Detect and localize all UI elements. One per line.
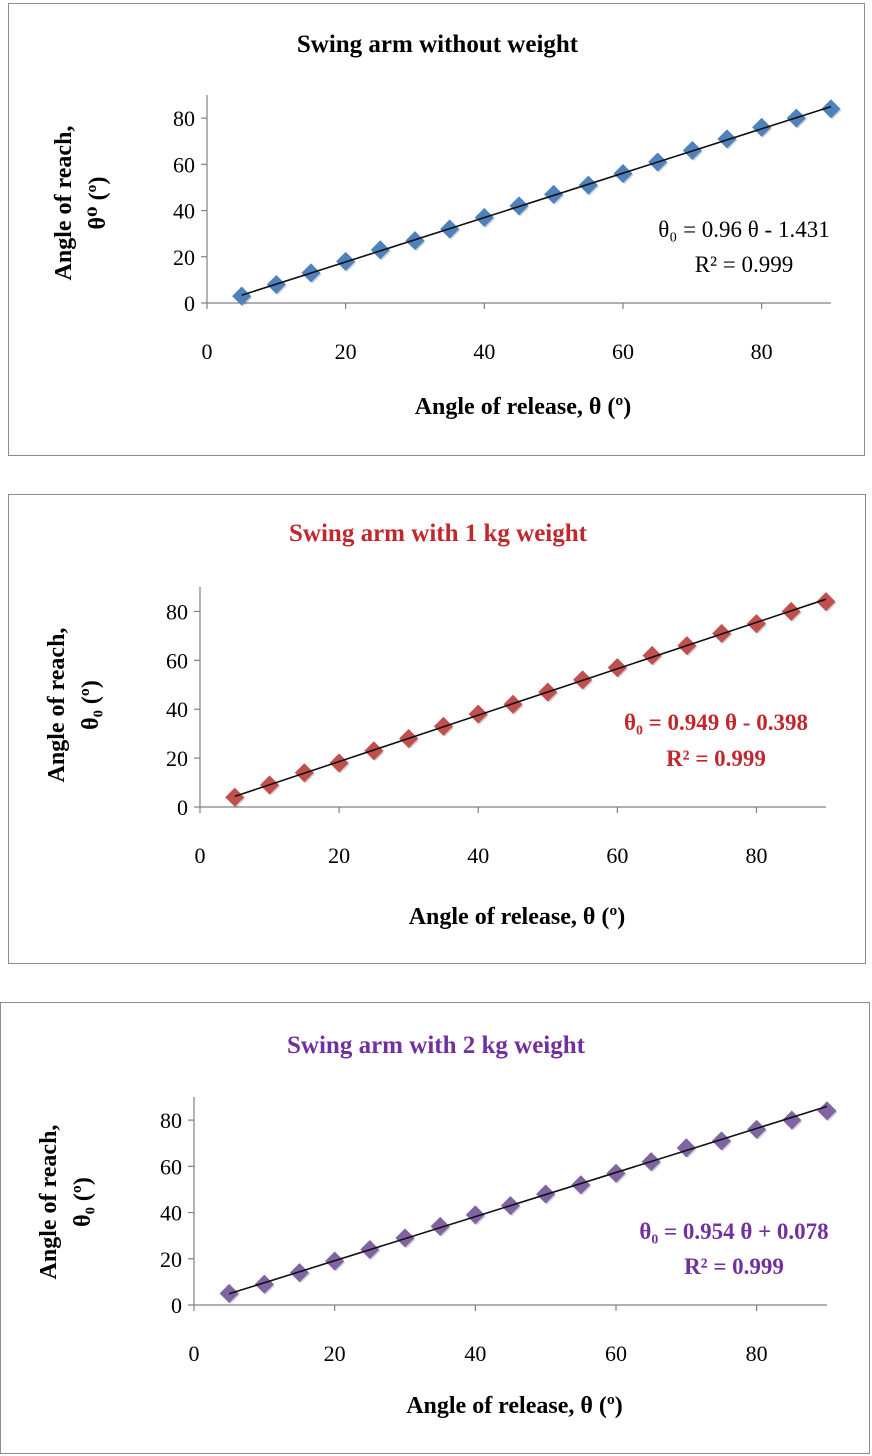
y-tick-label: 0 (184, 291, 195, 316)
x-tick-label: 20 (328, 843, 350, 868)
data-point (405, 231, 425, 251)
data-point (817, 1101, 837, 1121)
chart-title: Swing arm with 2 kg weight (287, 1032, 586, 1059)
data-point (465, 1205, 485, 1225)
y-tick-label: 0 (171, 1293, 182, 1318)
y-tick-label: 40 (160, 1201, 182, 1226)
x-axis-label: Angle of release, θ (º) (415, 394, 632, 420)
data-point (816, 592, 836, 612)
chart-title: Swing arm without weight (297, 31, 579, 58)
x-tick-label: 80 (745, 843, 767, 868)
trendline (228, 1105, 828, 1295)
y-axis-label: Angle of reach, θ₀ (º) (36, 1125, 96, 1280)
x-tick-label: 20 (335, 339, 357, 364)
y-tick-label: 80 (160, 1108, 182, 1133)
r-squared-label: R² = 0.999 (684, 1254, 784, 1279)
data-point (578, 175, 598, 195)
y-tick-label: 0 (177, 795, 188, 820)
data-point (370, 240, 390, 260)
chart-panel-no-weight: Swing arm without weight 0 20 40 60 80 0 20 40 60… (8, 3, 865, 456)
chart-svg-1kg: Swing arm with 1 kg weight 0 20 40 60 80 0 20 40… (44, 520, 837, 930)
data-point (232, 286, 252, 306)
y-axis-label: Angle of reach, θ₀ (º) (44, 628, 104, 783)
x-tick-label: 40 (467, 843, 489, 868)
data-point (642, 645, 662, 666)
data-point (225, 787, 245, 807)
y-tick-label: 80 (173, 106, 195, 131)
y-axis-label-line2: θ⁰ (º) (85, 177, 111, 230)
data-point (430, 1216, 450, 1236)
chart-title: Swing arm with 1 kg weight (289, 520, 588, 547)
chart-panel-2kg: Swing arm with 2 kg weight 0 20 40 60 80 0 20 40… (0, 1002, 870, 1454)
data-point (289, 1263, 310, 1283)
x-tick-label: 0 (202, 339, 213, 364)
trendline (234, 598, 827, 798)
data-point (717, 129, 737, 149)
trendline-equation: θ₀ = 0.96 θ - 1.431 (658, 217, 829, 242)
trendline-equation: θ₀ = 0.949 θ - 0.398 (624, 710, 808, 735)
y-tick-label: 20 (173, 245, 195, 270)
y-axis-label: Angle of reach, θ⁰ (º) (51, 126, 111, 281)
data-point (544, 184, 564, 204)
y-axis-label-line2: θ₀ (º) (78, 680, 104, 730)
y-tick-label: 20 (160, 1247, 182, 1272)
y-tick-label: 40 (166, 697, 188, 722)
y-tick-label: 60 (173, 152, 195, 177)
y-tick-label: 60 (160, 1154, 182, 1179)
chart-svg-no-weight: Swing arm without weight 0 20 40 60 80 0 20 40 60… (51, 31, 842, 420)
y-tick-label: 20 (166, 746, 188, 771)
trendline (241, 105, 832, 296)
data-point (607, 658, 627, 678)
x-tick-label: 0 (195, 843, 206, 868)
y-tick-label: 80 (166, 599, 188, 624)
x-tick-label: 40 (473, 339, 495, 364)
x-tick-label: 0 (189, 1341, 200, 1366)
x-tick-label: 80 (746, 1341, 768, 1366)
data-point (468, 704, 488, 724)
y-axis-label-line1: Angle of reach, (36, 1125, 62, 1280)
data-point (747, 1119, 767, 1139)
y-axis-label-line2: θ₀ (º) (70, 1177, 96, 1227)
x-tick-label: 40 (464, 1341, 486, 1366)
y-tick-label: 60 (166, 648, 188, 673)
y-tick-label: 40 (173, 199, 195, 224)
chart-panel-1kg: Swing arm with 1 kg weight 0 20 40 60 80 0 20 40… (8, 494, 866, 964)
x-tick-label: 60 (612, 339, 634, 364)
x-axis-label: Angle of release, θ (º) (406, 1393, 623, 1419)
x-tick-label: 80 (751, 339, 773, 364)
y-axis-label-line1: Angle of reach, (51, 126, 77, 281)
r-squared-label: R² = 0.999 (695, 252, 793, 277)
chart-svg-2kg: Swing arm with 2 kg weight 0 20 40 60 80 0 20 40… (36, 1032, 838, 1419)
x-tick-label: 60 (605, 1341, 627, 1366)
x-tick-label: 20 (324, 1341, 346, 1366)
r-squared-label: R² = 0.999 (666, 746, 766, 771)
x-axis-label: Angle of release, θ (º) (409, 904, 626, 930)
x-tick-label: 60 (606, 843, 628, 868)
y-axis-label-line1: Angle of reach, (44, 628, 70, 783)
data-point (821, 99, 841, 119)
data-point (752, 117, 772, 137)
trendline-equation: θ₀ = 0.954 θ + 0.078 (639, 1219, 828, 1244)
